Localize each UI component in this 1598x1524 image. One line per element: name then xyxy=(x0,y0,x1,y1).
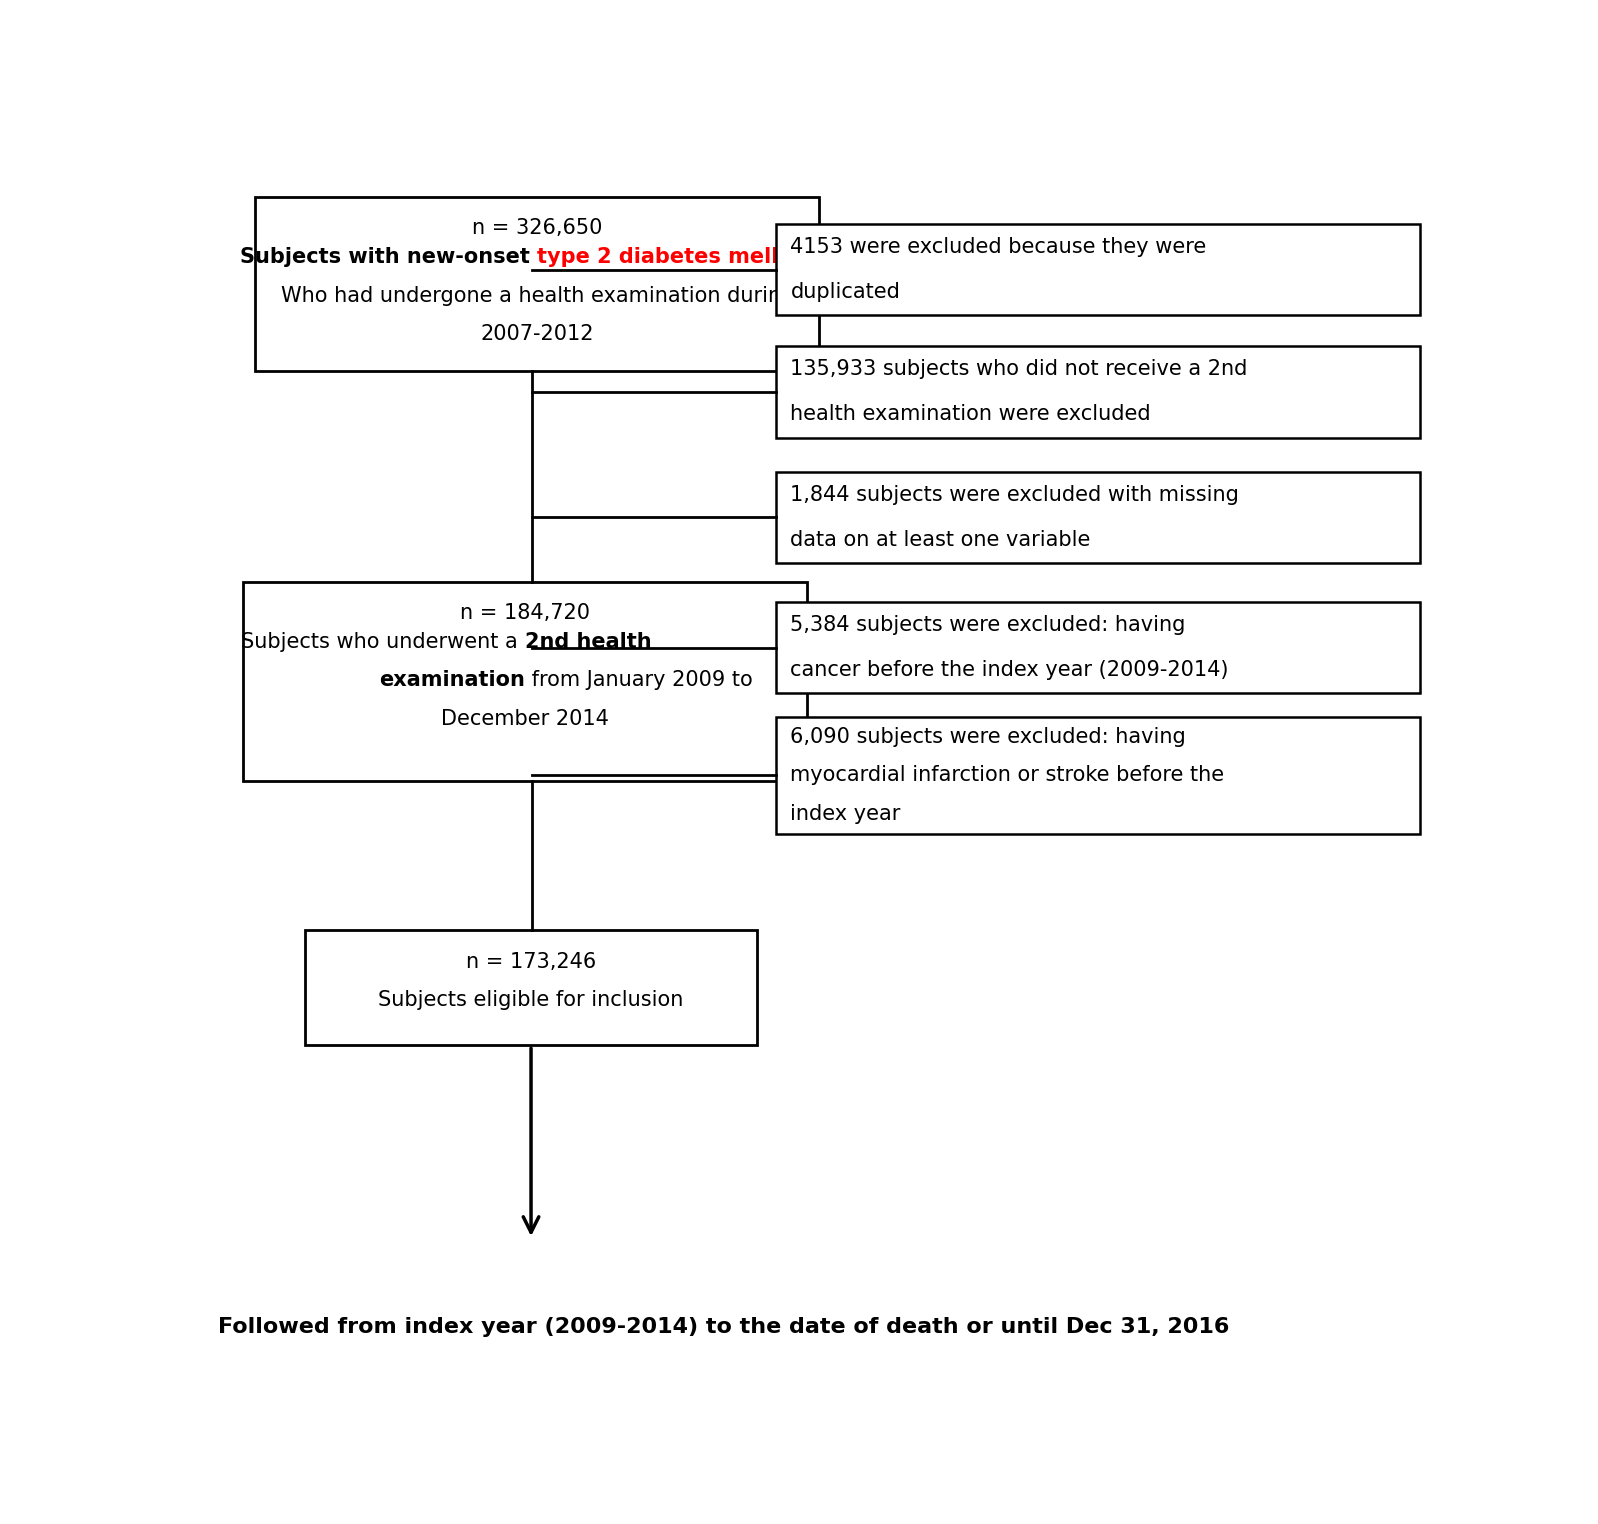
FancyBboxPatch shape xyxy=(305,930,757,1045)
Text: 6,090 subjects were excluded: having: 6,090 subjects were excluded: having xyxy=(791,727,1186,747)
Text: Subjects eligible for inclusion: Subjects eligible for inclusion xyxy=(379,991,684,1010)
Text: Followed from index year (2009-2014) to the date of death or until Dec 31, 2016: Followed from index year (2009-2014) to … xyxy=(219,1317,1230,1337)
Text: 5,384 subjects were excluded: having: 5,384 subjects were excluded: having xyxy=(791,616,1186,636)
Text: myocardial infarction or stroke before the: myocardial infarction or stroke before t… xyxy=(791,765,1224,785)
FancyBboxPatch shape xyxy=(775,716,1419,834)
Text: Subjects who underwent a: Subjects who underwent a xyxy=(241,632,524,652)
FancyBboxPatch shape xyxy=(775,471,1419,562)
Text: index year: index year xyxy=(791,805,901,824)
FancyBboxPatch shape xyxy=(256,197,820,370)
FancyBboxPatch shape xyxy=(775,346,1419,437)
Text: data on at least one variable: data on at least one variable xyxy=(791,530,1091,550)
Text: cancer before the index year (2009-2014): cancer before the index year (2009-2014) xyxy=(791,660,1229,680)
Text: Subjects with new-onset: Subjects with new-onset xyxy=(240,247,537,267)
Text: type 2 diabetes mellitus*: type 2 diabetes mellitus* xyxy=(537,247,834,267)
Text: n = 184,720: n = 184,720 xyxy=(460,604,590,623)
Text: Who had undergone a health examination during: Who had undergone a health examination d… xyxy=(281,285,794,305)
Text: from January 2009 to: from January 2009 to xyxy=(524,671,753,690)
Text: examination: examination xyxy=(379,671,524,690)
Text: 1,844 subjects were excluded with missing: 1,844 subjects were excluded with missin… xyxy=(791,485,1240,504)
Text: n = 173,246: n = 173,246 xyxy=(467,951,596,971)
Text: n = 326,650: n = 326,650 xyxy=(471,218,602,238)
Text: December 2014: December 2014 xyxy=(441,709,609,728)
FancyBboxPatch shape xyxy=(775,602,1419,693)
Text: 2007-2012: 2007-2012 xyxy=(481,325,594,344)
FancyBboxPatch shape xyxy=(775,224,1419,315)
FancyBboxPatch shape xyxy=(243,582,807,782)
Text: 4153 were excluded because they were: 4153 were excluded because they were xyxy=(791,238,1206,258)
Text: 2nd health: 2nd health xyxy=(524,632,652,652)
Text: duplicated: duplicated xyxy=(791,282,900,302)
Text: health examination were excluded: health examination were excluded xyxy=(791,404,1151,424)
Text: 135,933 subjects who did not receive a 2nd: 135,933 subjects who did not receive a 2… xyxy=(791,360,1248,379)
